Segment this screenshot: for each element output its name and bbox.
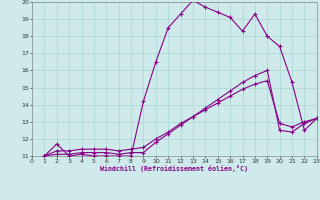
X-axis label: Windchill (Refroidissement éolien,°C): Windchill (Refroidissement éolien,°C) [100,165,248,172]
